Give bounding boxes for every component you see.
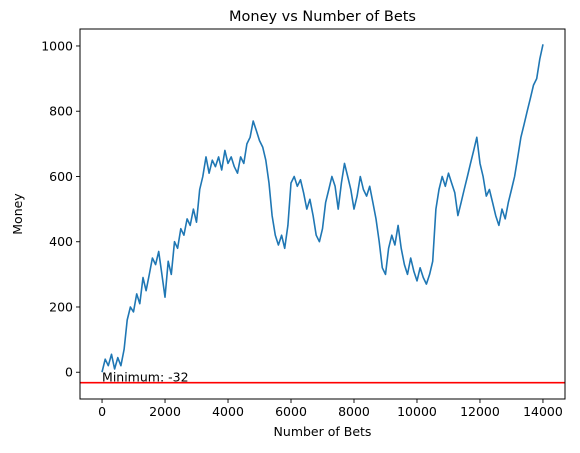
x-tick-label: 12000 [460,404,500,419]
minimum-annotation: Minimum: -32 [102,370,189,385]
x-tick-label: 14000 [523,404,563,419]
y-tick-label: 200 [49,299,73,314]
y-tick-label: 0 [65,365,73,380]
x-tick-label: 0 [98,404,106,419]
x-axis-ticks: 0 2000 4000 6000 8000 10000 12000 14000 [98,399,563,419]
x-tick-label: 6000 [275,404,307,419]
x-tick-label: 10000 [397,404,437,419]
y-tick-label: 400 [49,234,73,249]
x-tick-label: 8000 [338,404,370,419]
plot-frame [79,28,566,400]
y-tick-label: 600 [49,169,73,184]
y-tick-label: 800 [49,104,73,119]
x-axis-label: Number of Bets [274,424,372,439]
y-axis-ticks: 0 200 400 600 800 1000 [41,38,80,380]
x-tick-label: 4000 [212,404,244,419]
plot-area: Minimum: -32 [79,28,566,400]
chart-title: Money vs Number of Bets [229,9,416,25]
y-tick-label: 1000 [41,38,73,53]
x-tick-label: 2000 [149,404,181,419]
series-line-group [101,44,544,373]
y-axis-label: Money [10,193,25,235]
series-line-0 [101,44,544,373]
